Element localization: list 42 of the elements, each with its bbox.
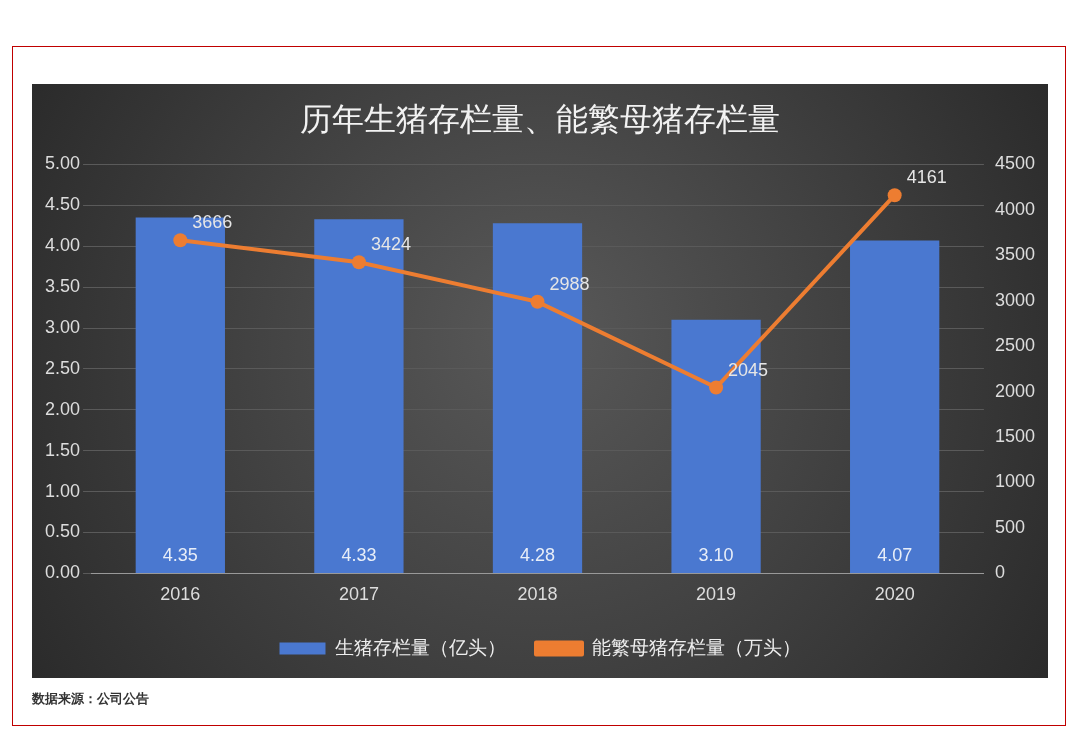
- data-label: 4161: [906, 167, 947, 188]
- legend-label: 能繁母猪存栏量（万头）: [591, 636, 801, 658]
- x-tick-label: 2017: [338, 584, 379, 605]
- y2-tick-label: 1500: [994, 426, 1035, 447]
- y-tick-label: 2.50: [44, 357, 81, 378]
- y-tick-label: 2.00: [44, 398, 81, 419]
- y2-tick-label: 3500: [994, 244, 1035, 265]
- y2-tick-label: 2000: [994, 380, 1035, 401]
- y-tick-label: 4.50: [44, 194, 81, 215]
- data-label: 3.10: [698, 545, 734, 566]
- data-label: 4.35: [162, 545, 198, 566]
- x-tick-label: 2018: [517, 584, 558, 605]
- point: [173, 233, 188, 248]
- chart-title: 历年生猪存栏量、能繁母猪存栏量: [300, 101, 780, 138]
- y2-tick-label: 500: [994, 516, 1025, 537]
- bar: [850, 240, 940, 573]
- y-tick-label: 5.00: [44, 153, 81, 174]
- point: [530, 294, 545, 309]
- y-tick-label: 0.00: [44, 562, 81, 583]
- y-tick-label: 1.50: [44, 439, 81, 460]
- x-tick-label: 2019: [696, 584, 737, 605]
- y-tick-label: 4.00: [44, 235, 81, 256]
- data-label: 4.33: [341, 545, 377, 566]
- y-tick-label: 3.50: [44, 276, 81, 297]
- y-tick-label: 1.00: [44, 480, 81, 501]
- y2-tick-label: 0: [994, 562, 1005, 583]
- point: [887, 188, 902, 203]
- legend-label: 生猪存栏量（亿头）: [335, 636, 506, 658]
- data-label: 4.28: [519, 545, 556, 566]
- y2-tick-label: 1000: [994, 471, 1035, 492]
- y-tick-label: 0.50: [44, 521, 81, 542]
- y2-tick-label: 3000: [994, 289, 1035, 310]
- point: [709, 380, 724, 395]
- data-label: 4.07: [877, 545, 913, 566]
- y2-tick-label: 4500: [994, 153, 1035, 174]
- y-tick-label: 3.00: [44, 316, 81, 337]
- y2-tick-label: 2500: [994, 335, 1035, 356]
- point: [351, 255, 366, 270]
- y2-tick-label: 4000: [994, 198, 1035, 219]
- source-note: 数据来源：公司公告: [32, 690, 149, 708]
- x-tick-label: 2020: [874, 584, 915, 605]
- x-tick-label: 2016: [160, 584, 201, 605]
